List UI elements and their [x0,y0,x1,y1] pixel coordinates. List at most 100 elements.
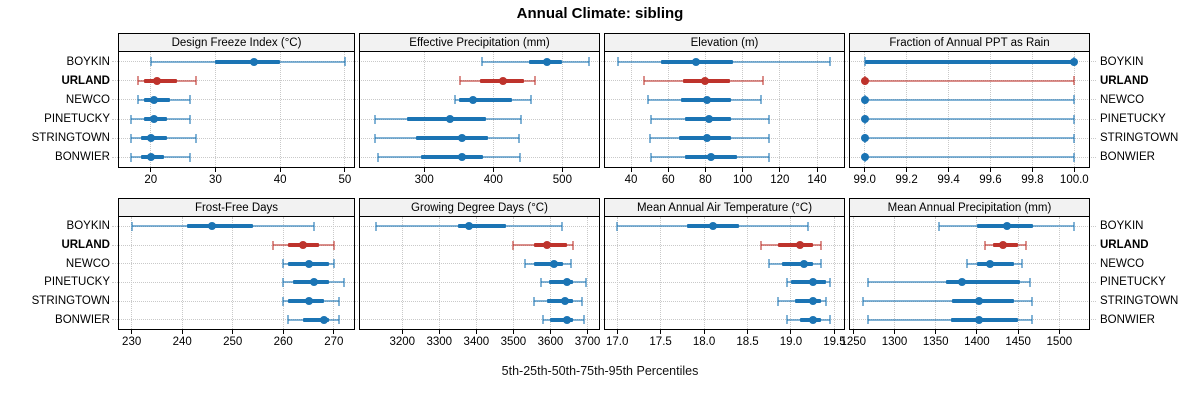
whisker-cap [829,57,832,67]
x-gridline [279,52,281,167]
whisker-cap [1031,315,1034,325]
panel-plot [849,216,1090,330]
whisker-cap [282,296,285,306]
whisker-cap [829,315,832,325]
site-label-left-pinetucky: PINETUCKY [44,113,110,126]
x-gridline [150,52,152,167]
x-tick-label: 250 [223,336,243,348]
x-tick [282,330,284,334]
whisker-cap [1021,259,1024,269]
median-dot [146,134,155,143]
x-tick [333,330,335,334]
whisker-cap [130,152,133,162]
x-gridline [630,52,632,167]
x-gridline [561,52,563,167]
iqr-bar [546,299,573,303]
whisker-cap [646,95,649,105]
x-gridline [976,217,978,329]
x-tick [1058,330,1060,334]
whisker-cap [343,57,346,67]
x-gridline [587,217,588,329]
median-dot [795,241,804,249]
panel-design-freeze-index-c: Design Freeze Index (°C) 20 30 40 50 [118,33,355,186]
median-dot [999,241,1008,249]
median-dot [149,95,158,104]
whisker-cap [282,277,285,287]
whisker-cap [862,296,865,306]
median-dot [808,297,817,305]
whisker-cap [130,114,133,124]
whisker-cap [1024,240,1027,250]
site-label-right-stringtown: STRINGTOWN [1100,132,1179,145]
iqr-bar [215,59,281,64]
whisker-cap [1073,221,1076,231]
whisker-cap [824,296,827,306]
site-label-left-newco: NEWCO [65,257,110,270]
median-dot [153,76,162,85]
whisker-cap [650,152,653,162]
x-gridline [1058,217,1060,329]
iqr-bar [533,261,564,266]
median-dot [550,259,559,268]
site-label-right-newco: NEWCO [1100,93,1145,106]
iqr-bar [790,280,826,285]
median-dot [304,297,313,305]
median-dot [543,57,552,66]
panel-plot [849,51,1090,168]
x-tick [512,330,514,334]
site-label-right-boykin: BOYKIN [1100,220,1144,233]
whisker-cap [1031,296,1034,306]
whisker-cap [1073,95,1076,105]
panel-header: Effective Precipitation (mm) [359,33,600,52]
x-tick [492,168,494,172]
x-tick [587,330,588,334]
whisker-cap [342,277,345,287]
whisker-cap [1073,114,1076,124]
whisker-cap [195,133,198,143]
x-tick-label: 99.0 [853,174,876,186]
whisker-cap [337,296,340,306]
site-label-right-stringtown: STRINGTOWN [1100,295,1179,307]
x-tick [232,330,234,334]
median-dot [974,315,983,324]
x-gridline [549,217,551,329]
x-tick-label: 1300 [881,336,908,348]
x-tick-label: 1400 [964,336,990,348]
median-dot [860,76,869,85]
x-tick [989,168,991,172]
x-tick [894,330,895,334]
median-dot [860,115,869,124]
x-gridline [475,217,477,329]
panel-title: Elevation (m) [690,36,759,49]
panel-header: Growing Degree Days (°C) [359,198,600,217]
x-tick [475,330,477,334]
median-dot [958,278,967,287]
x-tick [779,168,781,172]
x-tick [279,168,281,172]
x-tick [747,330,749,334]
median-dot [468,95,477,104]
whisker-cap [759,240,762,250]
site-label-left-newco: NEWCO [65,93,110,106]
whisker-cap [588,57,591,67]
panel-header: Frost-Free Days [118,198,355,217]
x-tick-label: 240 [172,336,192,348]
site-label-right-urland: URLAND [1100,239,1149,251]
whisker-line [864,79,1075,82]
median-dot [800,259,809,268]
x-tick [852,330,854,334]
x-tick [976,330,978,334]
x-tick [948,168,950,172]
whisker-cap [195,76,198,86]
x-tick-label: 100.0 [1059,174,1089,186]
x-tick-label: 19.5 [823,336,846,348]
x-gridline [131,217,133,329]
x-tick-label: 3500 [500,336,527,348]
whisker-cap [580,296,583,306]
panel-mean-annual-precipitation-mm: Mean Annual Precipitation (mm) 1250 1300 13… [841,198,1090,348]
x-gridline [704,52,706,167]
x-tick-label: 230 [122,336,142,348]
x-tick-label: 300 [414,174,434,186]
x-tick-label: 99.2 [895,174,918,186]
median-dot [457,134,466,143]
